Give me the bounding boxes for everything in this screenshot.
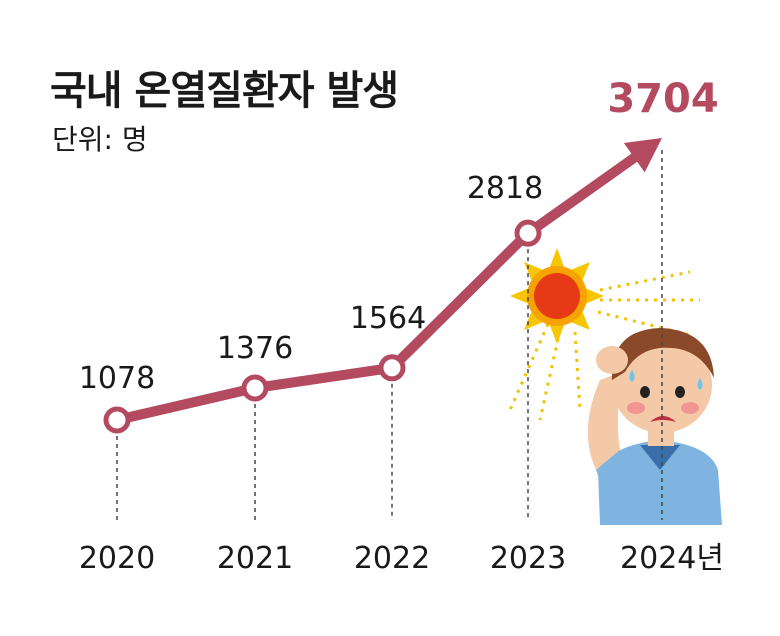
x-tick-label: 2020 (79, 541, 155, 576)
sweating-boy-illustration (508, 248, 722, 525)
boy-shirt (598, 440, 722, 525)
x-tick-label: 2021 (217, 541, 293, 576)
sun-ray-lines (508, 270, 700, 421)
data-label: 1564 (350, 301, 426, 336)
sweat-drop-icon (697, 378, 703, 390)
boy-hand (596, 346, 628, 374)
data-point (103, 406, 131, 434)
boy-collar (640, 445, 680, 470)
x-tick-label: 2022 (354, 541, 430, 576)
plot-area: 1078 1376 1564 2818 3704 2020 2021 2022 2023 2024… (79, 76, 724, 576)
data-point (514, 219, 542, 247)
chart-title: 국내 온열질환자 발생 (50, 68, 399, 114)
boy-hair (611, 328, 714, 380)
data-label: 2818 (467, 171, 543, 206)
x-tick-label: 2024년 (620, 541, 724, 576)
data-label: 1078 (79, 361, 155, 396)
sweat-drop-icon (629, 370, 635, 382)
x-tick-label: 2023 (490, 541, 566, 576)
data-point (378, 354, 406, 382)
data-label: 3704 (607, 76, 718, 122)
chart-subtitle: 단위: 명 (52, 123, 148, 156)
data-point (241, 374, 269, 402)
arrowhead (623, 138, 662, 173)
sun-icon (510, 248, 604, 344)
data-label: 1376 (217, 331, 293, 366)
